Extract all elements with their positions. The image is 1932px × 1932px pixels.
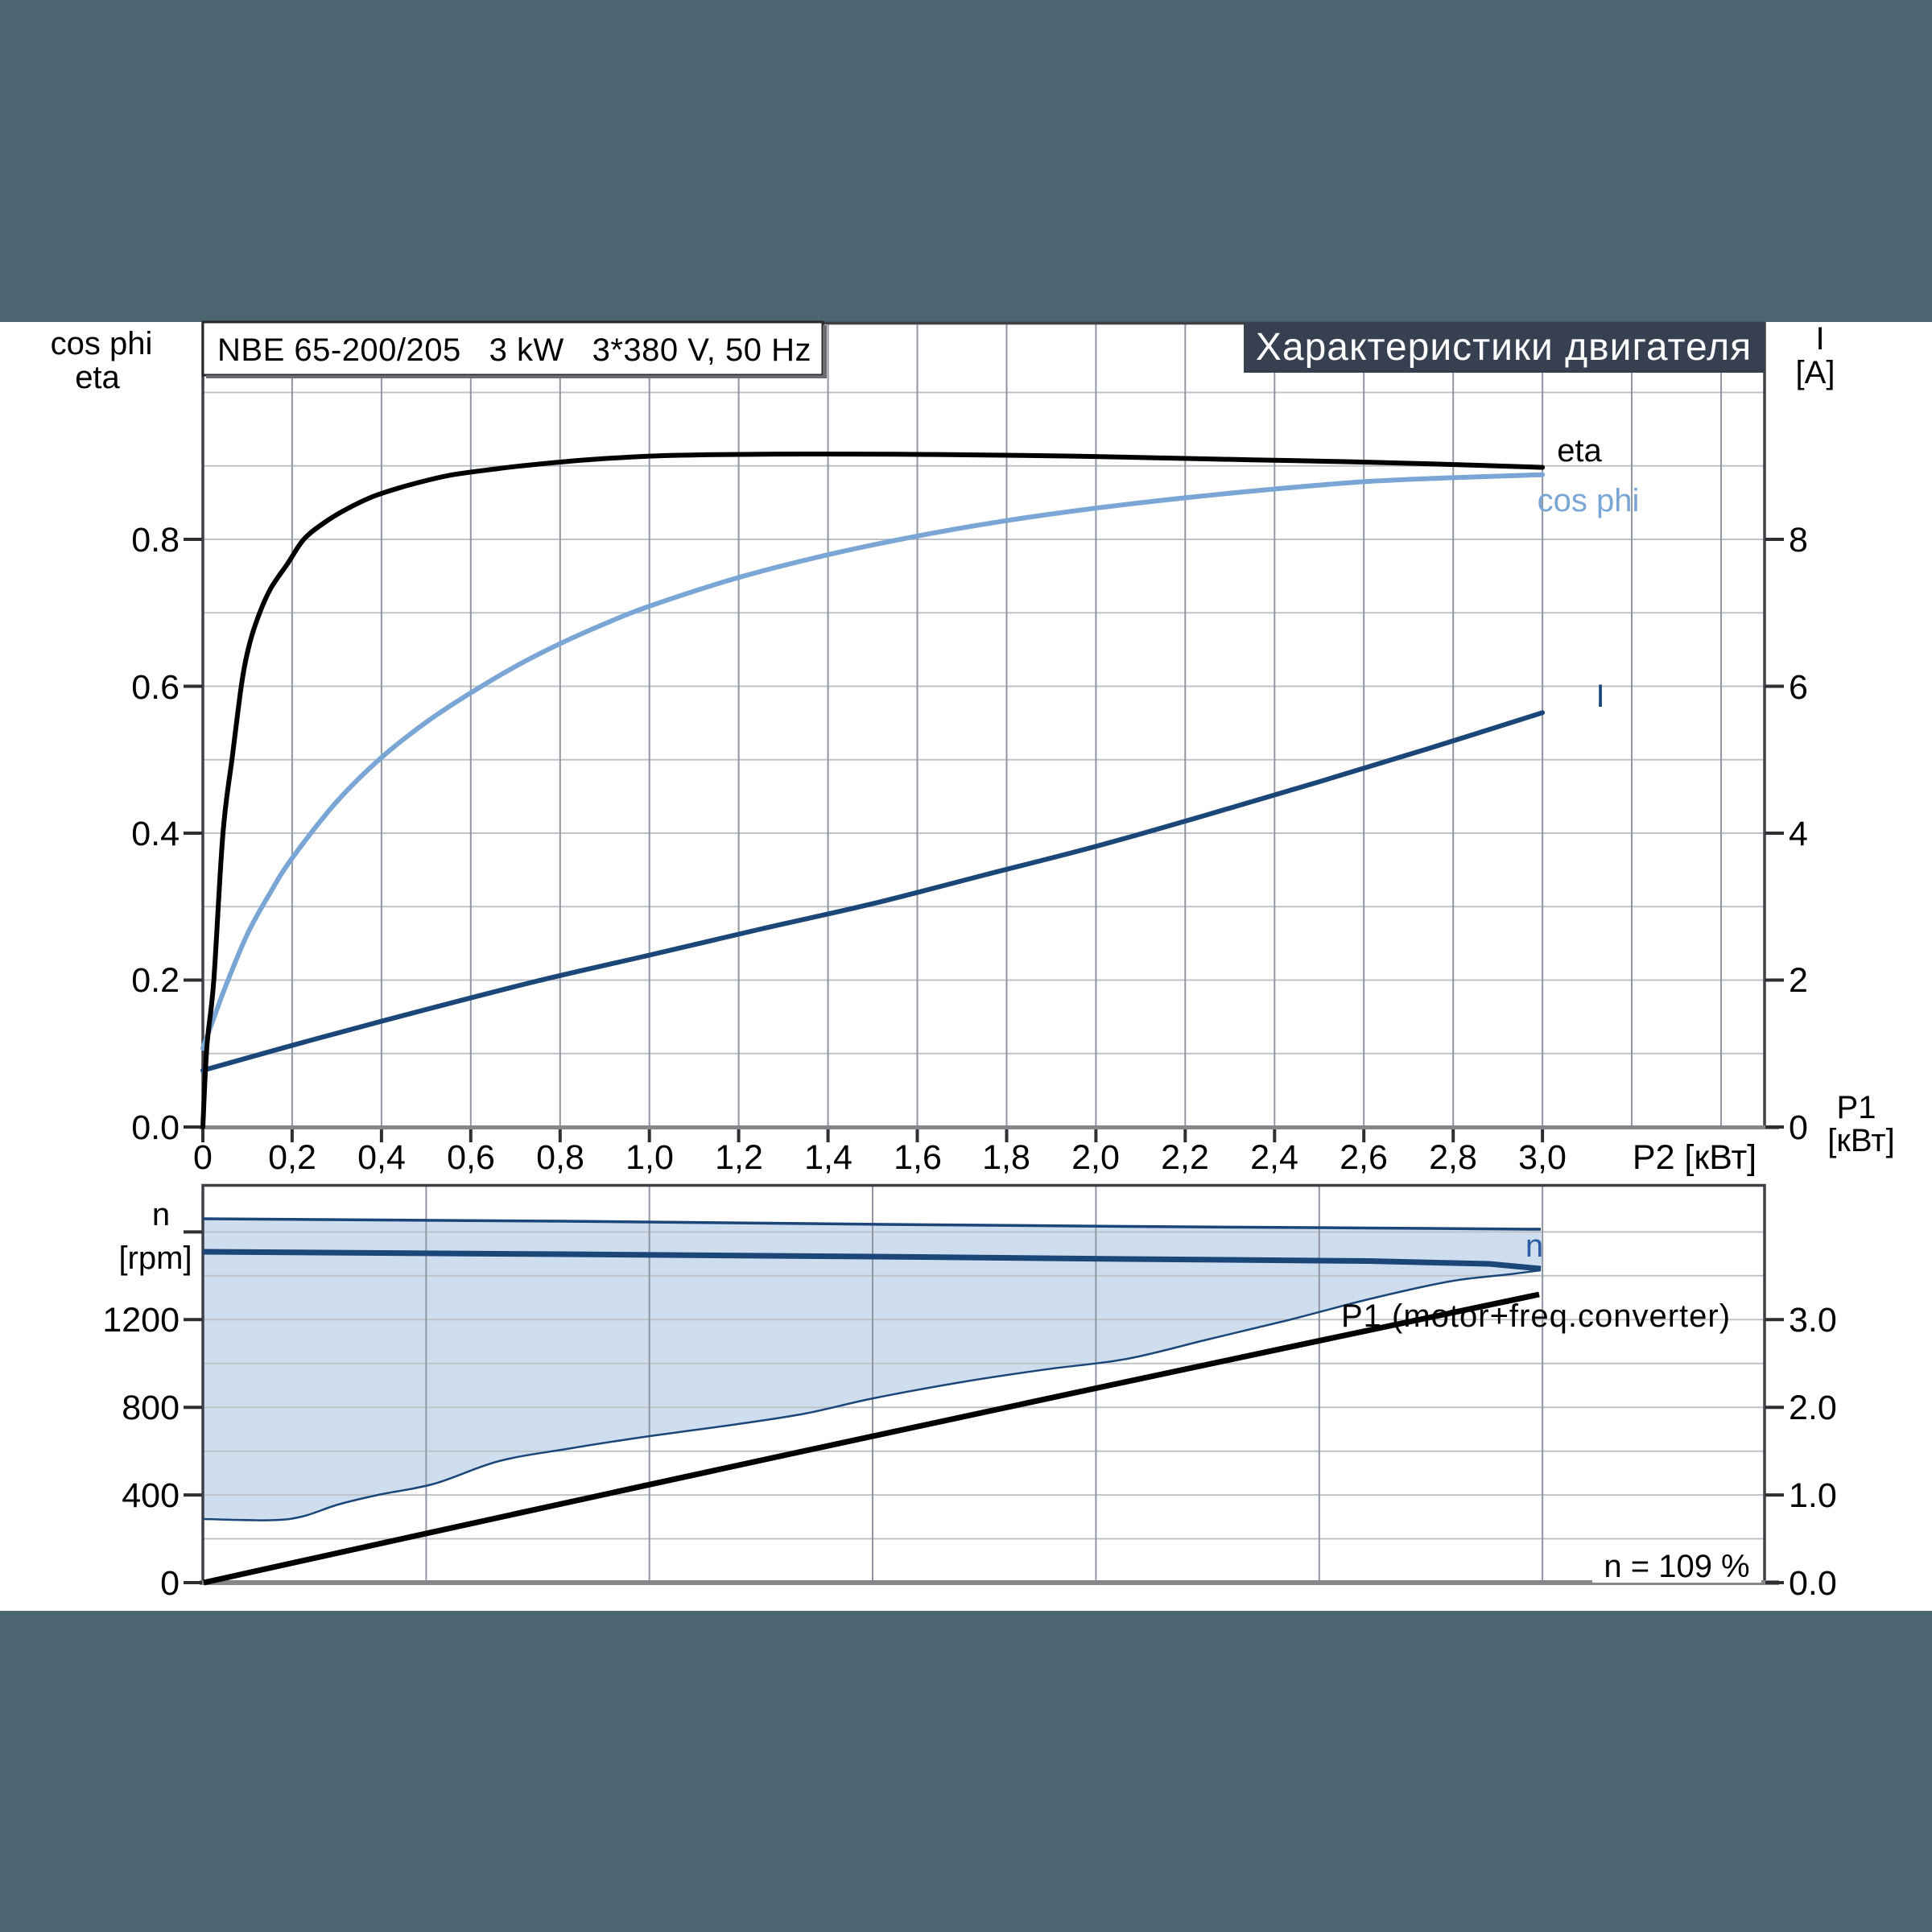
svg-text:[A]: [A] bbox=[1796, 355, 1835, 390]
svg-text:0: 0 bbox=[193, 1138, 213, 1177]
svg-text:0.8: 0.8 bbox=[131, 521, 180, 559]
svg-text:P1 (motor+freq.converter): P1 (motor+freq.converter) bbox=[1341, 1298, 1731, 1334]
svg-text:0.0: 0.0 bbox=[1789, 1564, 1837, 1603]
svg-text:1,0: 1,0 bbox=[625, 1138, 674, 1177]
svg-text:0: 0 bbox=[160, 1564, 180, 1603]
svg-text:8: 8 bbox=[1789, 521, 1808, 559]
svg-text:1,6: 1,6 bbox=[894, 1138, 942, 1177]
svg-text:P2 [кВт]: P2 [кВт] bbox=[1633, 1138, 1757, 1177]
svg-text:P1: P1 bbox=[1837, 1090, 1876, 1125]
svg-text:[rpm]: [rpm] bbox=[118, 1241, 192, 1276]
svg-text:2.0: 2.0 bbox=[1789, 1389, 1837, 1427]
svg-text:0,8: 0,8 bbox=[536, 1138, 584, 1177]
svg-text:2,8: 2,8 bbox=[1429, 1138, 1477, 1177]
svg-text:2,0: 2,0 bbox=[1071, 1138, 1120, 1177]
svg-text:1,2: 1,2 bbox=[715, 1138, 763, 1177]
svg-text:3,0: 3,0 bbox=[1518, 1138, 1567, 1177]
svg-text:2,6: 2,6 bbox=[1340, 1138, 1388, 1177]
svg-text:2: 2 bbox=[1789, 961, 1808, 1000]
svg-text:[кВт]: [кВт] bbox=[1827, 1123, 1894, 1158]
svg-text:I: I bbox=[1815, 321, 1824, 357]
svg-text:6: 6 bbox=[1789, 668, 1808, 707]
svg-text:0,6: 0,6 bbox=[447, 1138, 495, 1177]
svg-text:1.0: 1.0 bbox=[1789, 1476, 1837, 1515]
svg-text:2,4: 2,4 bbox=[1250, 1138, 1298, 1177]
svg-text:n = 109 %: n = 109 % bbox=[1604, 1549, 1749, 1584]
svg-text:eta: eta bbox=[1557, 433, 1602, 469]
svg-text:0,2: 0,2 bbox=[268, 1138, 316, 1177]
svg-text:1,8: 1,8 bbox=[982, 1138, 1030, 1177]
svg-text:0,4: 0,4 bbox=[357, 1138, 406, 1177]
svg-text:1,4: 1,4 bbox=[804, 1138, 852, 1177]
svg-text:cos phi: cos phi bbox=[51, 326, 153, 361]
svg-text:800: 800 bbox=[122, 1389, 180, 1427]
svg-text:cos phi: cos phi bbox=[1538, 483, 1640, 518]
svg-text:2,2: 2,2 bbox=[1161, 1138, 1209, 1177]
svg-text:4: 4 bbox=[1789, 815, 1808, 853]
svg-text:0.6: 0.6 bbox=[131, 668, 180, 707]
svg-text:0.0: 0.0 bbox=[131, 1108, 180, 1147]
svg-text:n: n bbox=[1525, 1228, 1543, 1264]
svg-text:NBE 65-200/205 3 kW 3*380: NBE 65-200/205 3 kW 3*380 V, 50 Hz bbox=[217, 332, 811, 368]
svg-text:n: n bbox=[152, 1197, 170, 1232]
svg-text:eta: eta bbox=[75, 360, 120, 395]
svg-text:I: I bbox=[1596, 679, 1604, 714]
svg-text:400: 400 bbox=[122, 1476, 180, 1515]
svg-text:Характеристики двигателя: Характеристики двигателя bbox=[1256, 326, 1752, 369]
svg-text:0.4: 0.4 bbox=[131, 815, 180, 853]
svg-text:1200: 1200 bbox=[102, 1301, 180, 1340]
svg-text:0: 0 bbox=[1789, 1108, 1808, 1147]
svg-text:0.2: 0.2 bbox=[131, 961, 180, 1000]
svg-text:3.0: 3.0 bbox=[1789, 1301, 1837, 1340]
